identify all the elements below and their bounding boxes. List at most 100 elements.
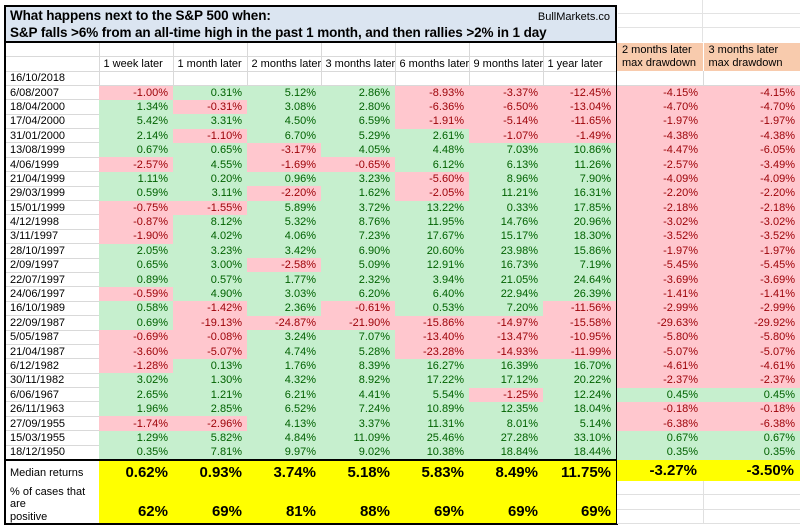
- return-cell[interactable]: -2.57%: [99, 157, 173, 171]
- col-header[interactable]: 2 months later: [247, 56, 321, 71]
- drawdown-cell[interactable]: -4.47%: [617, 143, 703, 157]
- return-cell[interactable]: -1.91%: [395, 114, 469, 128]
- return-cell[interactable]: 33.10%: [543, 431, 617, 445]
- return-cell[interactable]: -14.97%: [469, 316, 543, 330]
- spacer-cell[interactable]: [5, 43, 99, 56]
- return-cell[interactable]: 6.52%: [247, 402, 321, 416]
- drawdown-cell[interactable]: -4.09%: [617, 172, 703, 186]
- return-cell[interactable]: 4.55%: [173, 157, 247, 171]
- drawdown-cell[interactable]: -4.15%: [617, 85, 703, 99]
- return-cell[interactable]: 9.02%: [321, 445, 395, 459]
- return-cell[interactable]: 26.39%: [543, 287, 617, 301]
- spacer-cell[interactable]: [395, 43, 469, 56]
- return-cell[interactable]: 1.77%: [247, 272, 321, 286]
- date-cell[interactable]: 17/04/2000: [5, 114, 99, 128]
- date-cell[interactable]: 15/03/1955: [5, 431, 99, 445]
- return-cell[interactable]: 4.13%: [247, 416, 321, 430]
- return-cell[interactable]: 3.24%: [247, 330, 321, 344]
- return-cell[interactable]: 0.20%: [173, 172, 247, 186]
- empty-cell[interactable]: [703, 495, 800, 509]
- return-cell[interactable]: 0.35%: [99, 445, 173, 459]
- return-cell[interactable]: 7.07%: [321, 330, 395, 344]
- return-cell[interactable]: 6.59%: [321, 114, 395, 128]
- drawdown-cell[interactable]: -2.57%: [617, 157, 703, 171]
- return-cell[interactable]: 1.34%: [99, 100, 173, 114]
- return-cell[interactable]: 3.72%: [321, 201, 395, 215]
- date-cell[interactable]: 22/09/1987: [5, 316, 99, 330]
- drawdown-cell[interactable]: -29.63%: [617, 316, 703, 330]
- percent-positive-value[interactable]: 69%: [173, 485, 247, 525]
- percent-positive-value[interactable]: 88%: [321, 485, 395, 525]
- median-value[interactable]: 0.62%: [99, 460, 173, 485]
- return-cell[interactable]: -2.96%: [173, 416, 247, 430]
- return-cell[interactable]: -2.05%: [395, 186, 469, 200]
- return-cell[interactable]: 6.20%: [321, 287, 395, 301]
- drawdown-cell[interactable]: -1.97%: [703, 244, 800, 258]
- median-value[interactable]: 3.74%: [247, 460, 321, 485]
- return-cell[interactable]: 17.22%: [395, 373, 469, 387]
- return-cell[interactable]: 3.42%: [247, 244, 321, 258]
- return-cell[interactable]: 4.05%: [321, 143, 395, 157]
- return-cell[interactable]: -1.25%: [469, 388, 543, 402]
- return-cell[interactable]: 5.32%: [247, 215, 321, 229]
- return-cell[interactable]: 0.33%: [469, 201, 543, 215]
- date-cell[interactable]: 13/08/1999: [5, 143, 99, 157]
- spacer-cell[interactable]: [543, 43, 617, 56]
- drawdown-header-3mo[interactable]: 3 months later max drawdown: [703, 43, 800, 71]
- return-cell[interactable]: [469, 71, 543, 85]
- return-cell[interactable]: 1.29%: [99, 431, 173, 445]
- return-cell[interactable]: [99, 71, 173, 85]
- return-cell[interactable]: 6.90%: [321, 244, 395, 258]
- drawdown-cell[interactable]: -5.45%: [703, 258, 800, 272]
- drawdown-cell[interactable]: -4.70%: [617, 100, 703, 114]
- return-cell[interactable]: 10.38%: [395, 445, 469, 459]
- drawdown-cell[interactable]: -3.52%: [617, 229, 703, 243]
- return-cell[interactable]: 4.50%: [247, 114, 321, 128]
- drawdown-cell[interactable]: -2.99%: [703, 301, 800, 315]
- return-cell[interactable]: [247, 71, 321, 85]
- return-cell[interactable]: 5.42%: [99, 114, 173, 128]
- return-cell[interactable]: 2.65%: [99, 388, 173, 402]
- title-box[interactable]: What happens next to the S&P 500 when: S…: [4, 5, 617, 43]
- col-header[interactable]: 1 year later: [543, 56, 617, 71]
- drawdown-cell[interactable]: -4.38%: [703, 129, 800, 143]
- return-cell[interactable]: -13.40%: [395, 330, 469, 344]
- return-cell[interactable]: 11.09%: [321, 431, 395, 445]
- empty-cell[interactable]: [703, 509, 800, 523]
- return-cell[interactable]: 4.41%: [321, 388, 395, 402]
- return-cell[interactable]: -3.60%: [99, 344, 173, 358]
- return-cell[interactable]: 0.96%: [247, 172, 321, 186]
- return-cell[interactable]: -2.58%: [247, 258, 321, 272]
- return-cell[interactable]: 0.67%: [99, 143, 173, 157]
- date-cell[interactable]: 28/10/1997: [5, 244, 99, 258]
- return-cell[interactable]: 2.80%: [321, 100, 395, 114]
- return-cell[interactable]: 16.70%: [543, 359, 617, 373]
- return-cell[interactable]: -19.13%: [173, 316, 247, 330]
- return-cell[interactable]: 6.12%: [395, 157, 469, 171]
- return-cell[interactable]: 16.39%: [469, 359, 543, 373]
- empty-cell[interactable]: [617, 509, 703, 523]
- return-cell[interactable]: 10.89%: [395, 402, 469, 416]
- percent-positive-value[interactable]: 62%: [99, 485, 173, 525]
- return-cell[interactable]: 0.31%: [173, 85, 247, 99]
- return-cell[interactable]: 18.44%: [543, 445, 617, 459]
- return-cell[interactable]: 2.14%: [99, 129, 173, 143]
- return-cell[interactable]: 13.22%: [395, 201, 469, 215]
- return-cell[interactable]: 0.65%: [173, 143, 247, 157]
- return-cell[interactable]: 1.96%: [99, 402, 173, 416]
- drawdown-cell[interactable]: -0.18%: [617, 402, 703, 416]
- drawdown-cell[interactable]: -1.41%: [703, 287, 800, 301]
- return-cell[interactable]: 3.03%: [247, 287, 321, 301]
- drawdown-cell[interactable]: -1.97%: [617, 114, 703, 128]
- drawdown-cell[interactable]: -6.38%: [617, 416, 703, 430]
- median-value[interactable]: 5.83%: [395, 460, 469, 485]
- return-cell[interactable]: -1.42%: [173, 301, 247, 315]
- date-cell[interactable]: 16/10/2018: [5, 71, 99, 85]
- return-cell[interactable]: 3.08%: [247, 100, 321, 114]
- return-cell[interactable]: 11.31%: [395, 416, 469, 430]
- return-cell[interactable]: -5.07%: [173, 344, 247, 358]
- drawdown-cell[interactable]: -4.61%: [617, 359, 703, 373]
- return-cell[interactable]: -1.49%: [543, 129, 617, 143]
- return-cell[interactable]: -1.00%: [99, 85, 173, 99]
- drawdown-cell[interactable]: -2.37%: [617, 373, 703, 387]
